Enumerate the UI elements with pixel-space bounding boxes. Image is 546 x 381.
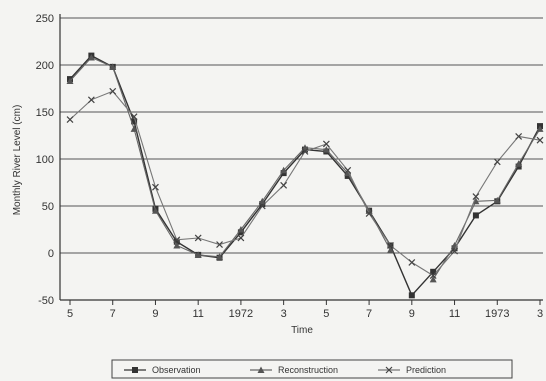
data-point <box>472 193 480 201</box>
grid-lines <box>60 17 543 254</box>
legend-marker <box>132 367 138 373</box>
data-point <box>322 146 330 153</box>
x-tick-label: 3 <box>537 308 543 320</box>
x-tick-label: 9 <box>409 308 415 320</box>
legend-label: Reconstruction <box>278 365 338 375</box>
data-point <box>408 258 416 266</box>
y-tick-label: 200 <box>36 60 54 72</box>
data-point <box>280 166 288 174</box>
x-axis-title: Time <box>291 325 313 336</box>
x-tick-label: 1973 <box>485 308 509 320</box>
data-point <box>322 140 330 148</box>
y-tick-label: 50 <box>42 201 54 213</box>
y-tick-label: 150 <box>36 107 54 119</box>
data-point <box>109 87 117 95</box>
x-tick-label: 5 <box>67 308 73 320</box>
data-point <box>365 210 373 217</box>
data-point <box>472 212 479 219</box>
data-point <box>130 125 138 132</box>
series-line <box>69 56 541 280</box>
legend-label: Prediction <box>406 365 446 375</box>
data-point <box>301 148 309 155</box>
data-point <box>258 202 266 210</box>
series-line <box>69 54 541 297</box>
x-tick-label: 1972 <box>229 308 253 320</box>
y-axis-title: Monthly River Level (cm) <box>12 105 23 216</box>
x-tick-label: 9 <box>152 308 158 320</box>
data-point <box>493 196 501 204</box>
x-tick-label: 7 <box>366 308 372 320</box>
legend: Observation Reconstruction Prediction <box>111 359 513 379</box>
data-point <box>493 158 501 166</box>
data-point <box>386 246 394 254</box>
legend-box <box>111 359 513 379</box>
data-point <box>173 241 181 249</box>
data-point <box>280 181 288 189</box>
x-tick-label: 5 <box>323 308 329 320</box>
data-point <box>173 236 181 244</box>
data-point <box>258 197 266 205</box>
data-point <box>66 77 74 84</box>
data-point <box>66 116 74 123</box>
data-point <box>237 226 245 233</box>
data-point <box>536 136 544 144</box>
y-tick-labels: -50 0 50 100 150 200 250 <box>36 13 54 307</box>
data-point <box>131 118 138 125</box>
data-point <box>408 292 415 299</box>
data-point <box>237 234 245 242</box>
y-tick-label: 0 <box>48 248 54 260</box>
data-point <box>130 113 138 121</box>
data-point <box>151 207 159 214</box>
axes <box>59 14 543 301</box>
data-point <box>536 125 544 132</box>
y-tick-label: 250 <box>36 13 54 25</box>
data-point <box>152 183 159 191</box>
data-point <box>87 96 95 104</box>
data-point <box>216 241 223 248</box>
x-tick-label: 3 <box>281 308 287 320</box>
data-point <box>194 251 202 258</box>
series-line <box>69 90 541 277</box>
data-point <box>515 133 523 140</box>
data-point <box>87 53 95 61</box>
series-lines <box>66 52 544 299</box>
legend-label: Observation <box>152 365 201 375</box>
data-point <box>194 234 202 242</box>
x-tick-label: 11 <box>192 308 203 320</box>
series-observation <box>67 52 543 299</box>
data-point <box>429 272 437 279</box>
data-point <box>430 268 437 275</box>
series-prediction <box>66 87 544 279</box>
y-tick-label: 100 <box>36 154 54 166</box>
data-point <box>173 238 180 245</box>
data-point <box>451 247 458 255</box>
y-tick-label: -50 <box>38 295 54 307</box>
data-point <box>344 166 352 174</box>
x-tick-label: 11 <box>449 308 460 320</box>
data-point <box>515 160 523 167</box>
data-point <box>472 197 480 205</box>
series-reconstruction <box>66 53 544 283</box>
legend-marker <box>257 366 265 373</box>
data-point <box>109 63 117 70</box>
data-point <box>387 242 394 249</box>
legend-marker <box>385 366 393 374</box>
data-point <box>216 253 224 260</box>
data-point <box>429 275 437 283</box>
x-tick-label: 7 <box>110 308 116 320</box>
x-tick-labels: 5 7 9 11 1972 3 5 7 9 11 1973 3 <box>67 300 543 320</box>
